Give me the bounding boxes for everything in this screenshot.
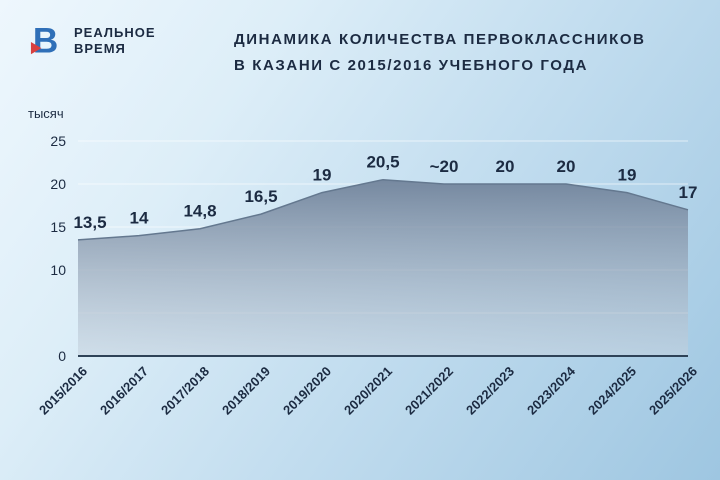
y-tick-label: 20 [50,176,66,192]
y-tick-label: 15 [50,219,66,235]
chart-title: ДИНАМИКА КОЛИЧЕСТВА ПЕРВОКЛАССНИКОВ В КА… [234,27,646,79]
x-axis-label: 2025/2026 [646,364,700,418]
brand-name: РЕАЛЬНОЕ ВРЕМЯ [74,25,156,57]
brand-name-line2: ВРЕМЯ [74,41,126,56]
y-tick-label: 25 [50,133,66,149]
value-label: ~20 [430,157,459,176]
brand-letter-icon: В [33,21,58,60]
value-label: 17 [679,183,698,202]
x-axis-label: 2020/2021 [341,364,395,418]
value-label: 19 [618,166,637,185]
value-label: 20 [496,157,515,176]
area-series [78,179,688,356]
value-label: 14 [130,209,149,228]
series-line [77,178,689,241]
value-label: 20,5 [366,153,399,172]
value-label: 14,8 [183,202,216,221]
brand-name-line1: РЕАЛЬНОЕ [74,25,156,40]
value-label: 16,5 [244,187,277,206]
value-label: 19 [313,166,332,185]
x-axis-label: 2017/2018 [158,364,212,418]
x-axis-label: 2022/2023 [463,364,517,418]
value-label: 20 [557,157,576,176]
x-axis-label: 2023/2024 [524,363,579,418]
x-axis-label: 2021/2022 [402,364,456,418]
x-axis-label: 2019/2020 [280,364,334,418]
x-axis-label: 2016/2017 [97,364,151,418]
x-axis-label: 2015/2016 [36,364,90,418]
brand-triangle-icon [30,41,42,55]
y-tick-label: 10 [50,262,66,278]
chart-title-line1: ДИНАМИКА КОЛИЧЕСТВА ПЕРВОКЛАССНИКОВ [234,31,646,48]
brand-logo-icon: В [30,21,58,60]
x-axis-label: 2018/2019 [219,364,273,418]
y-axis-unit-label: тысяч [28,106,64,121]
x-axis-label: 2024/2025 [585,364,639,418]
value-label: 13,5 [73,213,106,232]
chart-title-line2: В КАЗАНИ С 2015/2016 УЧЕБНОГО ГОДА [234,57,589,74]
y-tick-label: 0 [58,348,66,364]
brand-logo: В РЕАЛЬНОЕ ВРЕМЯ [30,21,156,61]
